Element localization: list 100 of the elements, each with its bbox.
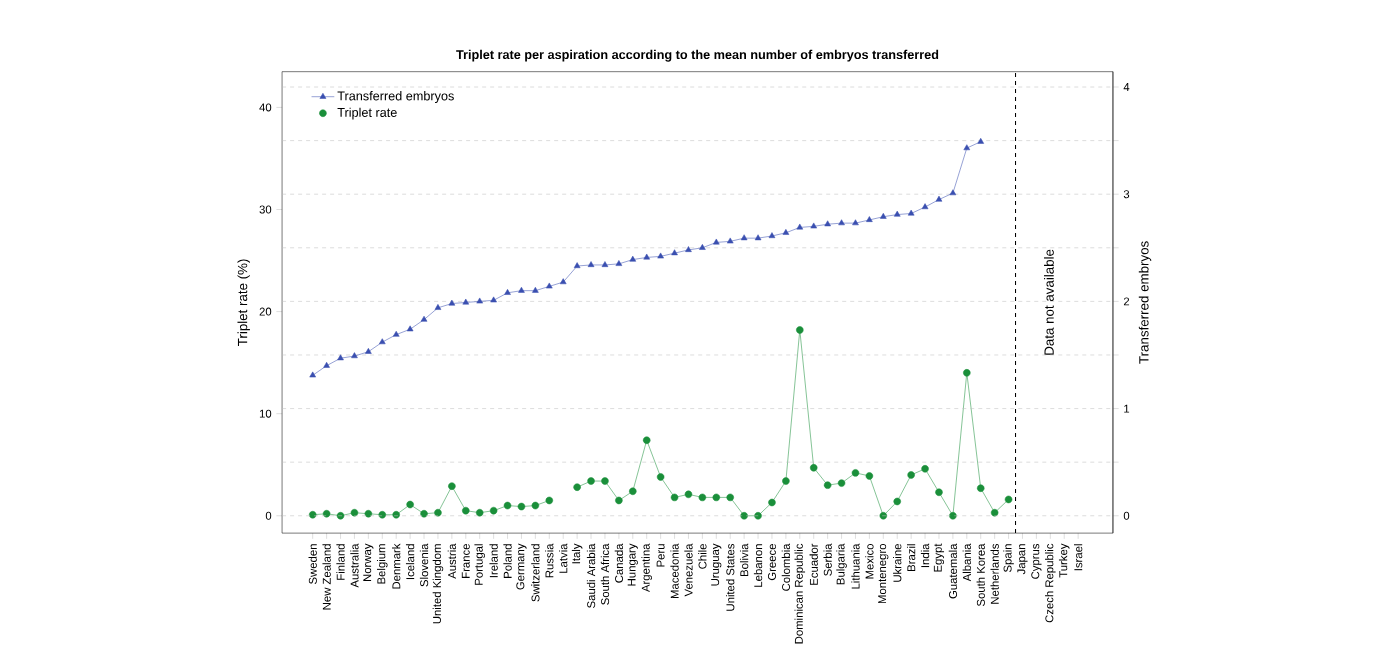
x-tick-label: Montenegro (878, 543, 889, 604)
point (601, 261, 609, 267)
point (963, 369, 971, 377)
x-tick-label: Dominican Republic (794, 543, 806, 644)
legend-label: Triplet rate (337, 107, 397, 120)
x-tick-label: Australia (350, 543, 359, 588)
y-tick-label: 20 (259, 307, 272, 316)
x-tick-label: South Korea (976, 543, 985, 606)
point (684, 490, 693, 498)
point (921, 464, 929, 473)
point (503, 501, 512, 510)
x-tick-label: Bulgaria (836, 543, 847, 585)
point (976, 484, 985, 492)
x-tick-label: Ireland (489, 544, 498, 578)
point (852, 219, 859, 226)
x-tick-label: New Zealand (322, 544, 331, 610)
point (629, 487, 637, 495)
point (573, 262, 581, 268)
point (796, 223, 804, 230)
point (615, 260, 623, 266)
point (657, 252, 664, 259)
point (838, 219, 845, 226)
y2-axis-title: Transferred embryos (1138, 241, 1152, 364)
point (308, 510, 317, 519)
x-tick-label: United States (726, 543, 735, 611)
x-tick-label: Russia (545, 543, 554, 578)
point (893, 497, 901, 506)
point (935, 195, 943, 202)
y2-tick-label: 0 (1123, 511, 1130, 520)
x-tick-label: Belgium (376, 544, 388, 584)
x-tick-label: Turkey (1058, 543, 1070, 578)
point (935, 488, 943, 496)
y-tick-label: 10 (259, 409, 272, 418)
point (990, 508, 999, 517)
point (810, 222, 817, 229)
point (782, 477, 790, 485)
x-tick-label: Saudi Arabia (586, 543, 596, 608)
x-tick-label: United Kingdom (432, 544, 444, 624)
y2-tick-label: 4 (1123, 83, 1130, 91)
point (337, 354, 344, 361)
point (406, 325, 414, 332)
point (587, 477, 595, 485)
legend-label: Transferred embryos (337, 91, 454, 103)
point (351, 352, 358, 358)
point (629, 255, 637, 262)
point (768, 232, 776, 238)
point (712, 493, 721, 502)
x-tick-label: Mexico (865, 543, 874, 579)
x-tick-label: Portugal (474, 544, 485, 585)
x-tick-label: Sweden (308, 544, 317, 584)
point (365, 347, 372, 354)
point (880, 212, 887, 219)
point (406, 500, 414, 509)
x-tick-label: Canada (614, 543, 624, 583)
point (615, 496, 623, 505)
point (921, 203, 929, 209)
x-tick-label: Spain (1003, 544, 1014, 572)
x-tick-label: India (920, 543, 930, 567)
x-tick-label: Uruguay (711, 543, 722, 586)
point (907, 209, 915, 216)
x-tick-label: Lithuania (851, 543, 860, 589)
x-tick-label: Albania (962, 543, 971, 582)
x-tick-label: Guatemala (948, 543, 958, 599)
x-tick-label: Colombia (781, 543, 791, 591)
x-tick-label: Austria (447, 543, 457, 579)
x-tick-label: Serbia (823, 543, 832, 576)
point (378, 510, 387, 519)
point (573, 483, 581, 491)
x-tick-label: Brazil (906, 544, 916, 571)
point (642, 436, 651, 444)
x-tick-label: Cyprus (1031, 543, 1042, 579)
point (740, 511, 748, 520)
x-tick-label: Lebanon (753, 544, 763, 587)
x-tick-label: Macedonia (670, 543, 679, 598)
point (379, 338, 386, 345)
x-tick-label: Peru (656, 544, 665, 567)
x-tick-label: Argentina (641, 543, 652, 592)
point (587, 261, 595, 267)
point (350, 508, 359, 517)
point (754, 234, 762, 241)
x-tick-label: Ukraine (893, 543, 902, 582)
y2-tick-label: 1 (1124, 404, 1130, 413)
point (336, 511, 345, 520)
point (824, 220, 831, 227)
point (851, 469, 860, 477)
x-tick-label: Germany (516, 543, 527, 590)
point (768, 498, 776, 507)
point (643, 253, 650, 260)
y-tick-label: 40 (259, 103, 272, 112)
point (809, 463, 818, 472)
y-tick-label: 30 (259, 205, 272, 214)
x-tick-label: Italy (571, 543, 583, 564)
point (656, 473, 665, 481)
point (713, 238, 720, 245)
y-axis-title: Triplet rate (%) (237, 259, 250, 346)
y2-tick-label: 2 (1123, 297, 1130, 306)
point (545, 496, 554, 505)
x-tick-label: Bolivia (739, 543, 749, 576)
x-tick-label: Chile (698, 543, 707, 569)
x-tick-label: Hungary (627, 543, 638, 586)
